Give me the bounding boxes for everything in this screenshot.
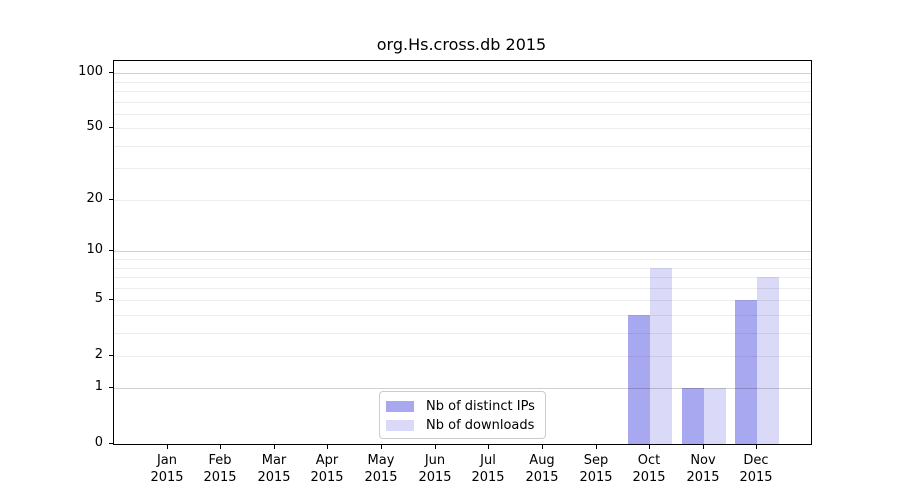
gridlines: [114, 61, 811, 444]
x-tick-mark: [649, 445, 650, 449]
gridline-minor: [114, 315, 811, 316]
x-tick-label: Jul 2015: [471, 453, 505, 485]
legend: Nb of distinct IPs Nb of downloads: [379, 391, 546, 439]
gridline-minor: [114, 200, 811, 201]
y-tick-mark: [109, 355, 113, 356]
gridline-minor: [114, 128, 811, 129]
legend-label-distinct-ips: Nb of distinct IPs: [426, 399, 535, 414]
gridline-minor: [114, 114, 811, 115]
x-tick-label: Jun 2015: [418, 453, 452, 485]
bar-nov-1: [704, 388, 726, 444]
gridline-minor: [114, 91, 811, 92]
x-tick-mark: [167, 445, 168, 449]
gridline-major: [114, 251, 811, 252]
legend-item-distinct-ips: Nb of distinct IPs: [386, 397, 539, 416]
y-tick-label: 50: [86, 119, 103, 134]
x-tick-mark: [381, 445, 382, 449]
x-tick-mark: [274, 445, 275, 449]
legend-label-downloads: Nb of downloads: [426, 418, 535, 433]
gridline-minor: [114, 356, 811, 357]
x-tick-label: Nov 2015: [686, 453, 720, 485]
x-tick-label: May 2015: [364, 453, 398, 485]
x-tick-label: Mar 2015: [257, 453, 291, 485]
x-tick-mark: [435, 445, 436, 449]
gridline-minor: [114, 288, 811, 289]
x-tick-mark: [756, 445, 757, 449]
y-tick-label: 5: [94, 291, 103, 306]
y-tick-mark: [109, 72, 113, 73]
x-tick-label: Jan 2015: [150, 453, 184, 485]
legend-item-downloads: Nb of downloads: [386, 416, 539, 435]
gridline-major: [114, 73, 811, 74]
gridline-minor: [114, 268, 811, 269]
bar-oct-1: [650, 268, 672, 444]
bar-nov-0: [682, 388, 704, 444]
y-tick-label: 2: [94, 347, 103, 362]
x-tick-mark: [327, 445, 328, 449]
gridline-minor: [114, 168, 811, 169]
x-tick-mark: [488, 445, 489, 449]
gridline-minor: [114, 277, 811, 278]
bar-oct-0: [628, 315, 650, 444]
x-tick-label: Aug 2015: [525, 453, 559, 485]
gridline-minor: [114, 333, 811, 334]
gridline-minor: [114, 146, 811, 147]
legend-swatch-downloads: [386, 420, 414, 431]
bar-dec-1: [757, 277, 779, 444]
y-tick-mark: [109, 199, 113, 200]
y-tick-mark: [109, 299, 113, 300]
bar-dec-0: [735, 300, 757, 444]
y-tick-label: 20: [86, 191, 103, 206]
x-tick-label: Feb 2015: [203, 453, 237, 485]
y-tick-mark: [109, 250, 113, 251]
y-tick-label: 1: [94, 379, 103, 394]
legend-swatch-distinct-ips: [386, 401, 414, 412]
gridline-minor: [114, 82, 811, 83]
x-tick-mark: [596, 445, 597, 449]
x-tick-label: Dec 2015: [739, 453, 773, 485]
y-tick-mark: [109, 387, 113, 388]
gridline-minor: [114, 259, 811, 260]
y-tick-label: 100: [78, 64, 103, 79]
plot-area: Nb of distinct IPs Nb of downloads: [113, 60, 812, 445]
y-tick-mark: [109, 443, 113, 444]
x-tick-label: Oct 2015: [632, 453, 666, 485]
x-tick-mark: [542, 445, 543, 449]
gridline-minor: [114, 300, 811, 301]
x-tick-label: Sep 2015: [579, 453, 613, 485]
x-tick-mark: [703, 445, 704, 449]
x-tick-mark: [220, 445, 221, 449]
y-tick-mark: [109, 127, 113, 128]
y-tick-label: 10: [86, 242, 103, 257]
gridline-minor: [114, 102, 811, 103]
x-tick-label: Apr 2015: [310, 453, 344, 485]
chart-title: org.Hs.cross.db 2015: [376, 35, 547, 54]
y-tick-label: 0: [94, 435, 103, 450]
